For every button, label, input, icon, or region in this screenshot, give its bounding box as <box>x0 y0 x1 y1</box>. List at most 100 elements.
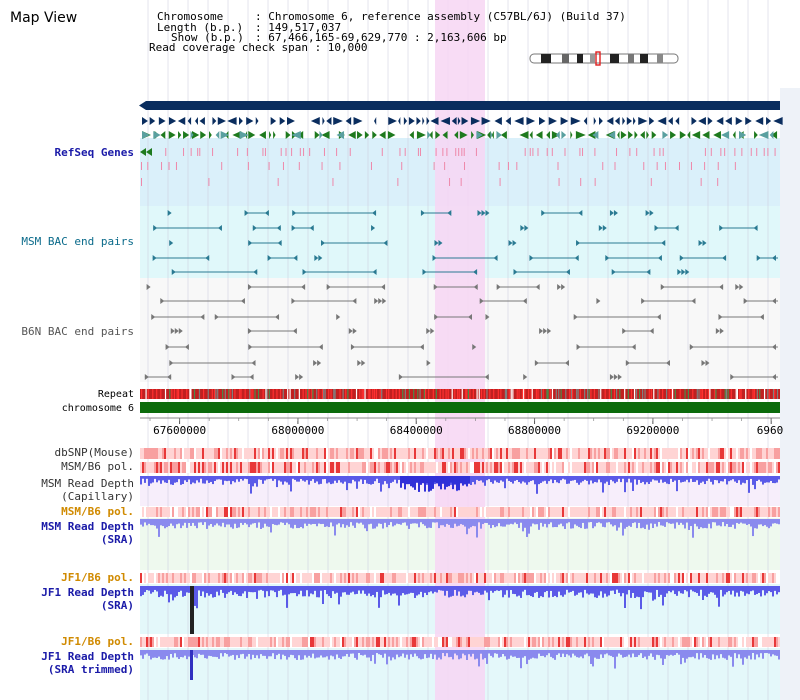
polymorphism-cell[interactable] <box>526 637 528 647</box>
depth-bar[interactable] <box>304 586 306 597</box>
polymorphism-cell[interactable] <box>732 448 734 459</box>
depth-bar[interactable] <box>228 650 230 657</box>
depth-bar[interactable] <box>574 586 576 596</box>
polymorphism-cell[interactable] <box>302 573 304 583</box>
polymorphism-cell[interactable] <box>356 462 358 473</box>
gene-feature[interactable] <box>633 117 636 125</box>
polymorphism-cell[interactable] <box>164 573 166 583</box>
depth-bar[interactable] <box>688 586 690 598</box>
depth-bar[interactable] <box>710 650 712 660</box>
depth-bar[interactable] <box>658 586 660 597</box>
polymorphism-cell[interactable] <box>624 507 626 517</box>
depth-bar[interactable] <box>736 519 738 523</box>
polymorphism-cell[interactable] <box>292 573 294 583</box>
depth-bar[interactable] <box>766 586 768 594</box>
depth-bar[interactable] <box>360 519 362 523</box>
repeat-segment[interactable] <box>302 389 304 399</box>
polymorphism-cell[interactable] <box>358 448 360 459</box>
depth-bar[interactable] <box>504 650 506 657</box>
depth-bar[interactable] <box>518 476 520 483</box>
polymorphism-cell[interactable] <box>378 637 380 647</box>
depth-bar[interactable] <box>252 476 254 487</box>
polymorphism-cell[interactable] <box>170 573 172 583</box>
depth-bar[interactable] <box>670 519 672 524</box>
polymorphism-cell[interactable] <box>412 637 414 647</box>
depth-bar[interactable] <box>668 476 670 485</box>
repeat-segment[interactable] <box>469 389 471 399</box>
polymorphism-cell[interactable] <box>380 448 382 459</box>
polymorphism-cell[interactable] <box>154 462 156 473</box>
depth-bar[interactable] <box>554 586 556 596</box>
depth-bar[interactable] <box>498 586 500 591</box>
polymorphism-cell[interactable] <box>350 637 352 647</box>
depth-bar[interactable] <box>392 586 394 594</box>
depth-bar[interactable] <box>754 476 756 490</box>
polymorphism-cell[interactable] <box>524 448 526 459</box>
gene-feature[interactable] <box>649 117 655 125</box>
polymorphism-cell[interactable] <box>436 448 438 459</box>
depth-bar[interactable] <box>414 519 416 524</box>
polymorphism-cell[interactable] <box>576 573 578 583</box>
depth-bar[interactable] <box>244 586 246 592</box>
depth-bar[interactable] <box>546 586 548 591</box>
polymorphism-cell[interactable] <box>218 448 220 459</box>
repeat-segment[interactable] <box>730 389 732 399</box>
depth-bar[interactable] <box>748 650 750 656</box>
track-label-msm-b6-pol-2[interactable]: MSM/B6 pol. <box>61 505 134 518</box>
polymorphism-cell[interactable] <box>510 637 512 647</box>
polymorphism-cell[interactable] <box>778 573 780 583</box>
refseq-gene-rows[interactable] <box>140 117 783 186</box>
depth-bar[interactable] <box>720 519 722 527</box>
polymorphism-cell[interactable] <box>552 637 554 647</box>
depth-bar[interactable] <box>610 650 612 656</box>
depth-bar[interactable] <box>762 519 764 527</box>
polymorphism-cell[interactable] <box>492 462 494 473</box>
depth-bar[interactable] <box>734 650 736 654</box>
polymorphism-cell[interactable] <box>168 573 170 583</box>
polymorphism-cell[interactable] <box>272 507 274 517</box>
polymorphism-cell[interactable] <box>366 448 368 459</box>
gene-feature[interactable] <box>319 131 323 139</box>
polymorphism-cell[interactable] <box>556 573 558 583</box>
depth-bar[interactable] <box>654 476 656 481</box>
depth-bar[interactable] <box>438 650 440 658</box>
repeat-segment[interactable] <box>282 389 284 399</box>
polymorphism-cell[interactable] <box>710 462 712 473</box>
depth-bar[interactable] <box>430 586 432 592</box>
polymorphism-cell[interactable] <box>284 573 286 583</box>
depth-bar[interactable] <box>466 586 468 595</box>
repeat-segment[interactable] <box>215 389 217 399</box>
depth-bar[interactable] <box>680 586 682 594</box>
depth-bar[interactable] <box>722 586 724 597</box>
polymorphism-cell[interactable] <box>150 573 152 583</box>
refseq-gene-mark[interactable] <box>455 148 457 156</box>
polymorphism-cell[interactable] <box>398 507 400 517</box>
depth-bar[interactable] <box>346 586 348 595</box>
depth-bar[interactable] <box>576 519 578 526</box>
polymorphism-cell[interactable] <box>548 448 550 459</box>
depth-bar[interactable] <box>186 650 188 660</box>
depth-bar[interactable] <box>278 650 280 654</box>
polymorphism-cell[interactable] <box>250 507 252 517</box>
polymorphism-cell[interactable] <box>158 507 160 517</box>
depth-bar[interactable] <box>590 476 592 481</box>
polymorphism-cell[interactable] <box>368 462 370 473</box>
depth-bar[interactable] <box>160 650 162 660</box>
depth-bar[interactable] <box>252 519 254 524</box>
depth-bar[interactable] <box>316 476 318 482</box>
depth-bar[interactable] <box>718 519 720 526</box>
polymorphism-cell[interactable] <box>362 637 364 647</box>
depth-bar[interactable] <box>456 650 458 656</box>
depth-bar[interactable] <box>692 519 694 538</box>
polymorphism-cell[interactable] <box>342 573 344 583</box>
depth-bar[interactable] <box>392 650 394 658</box>
depth-bar[interactable] <box>544 519 546 524</box>
polymorphism-cell[interactable] <box>706 507 708 517</box>
depth-bar[interactable] <box>286 476 288 483</box>
polymorphism-cell[interactable] <box>676 573 678 583</box>
polymorphism-cell[interactable] <box>340 507 342 517</box>
depth-bar[interactable] <box>642 476 644 482</box>
depth-bar[interactable] <box>236 519 238 529</box>
depth-bar[interactable] <box>196 476 198 481</box>
depth-bar[interactable] <box>206 650 208 659</box>
